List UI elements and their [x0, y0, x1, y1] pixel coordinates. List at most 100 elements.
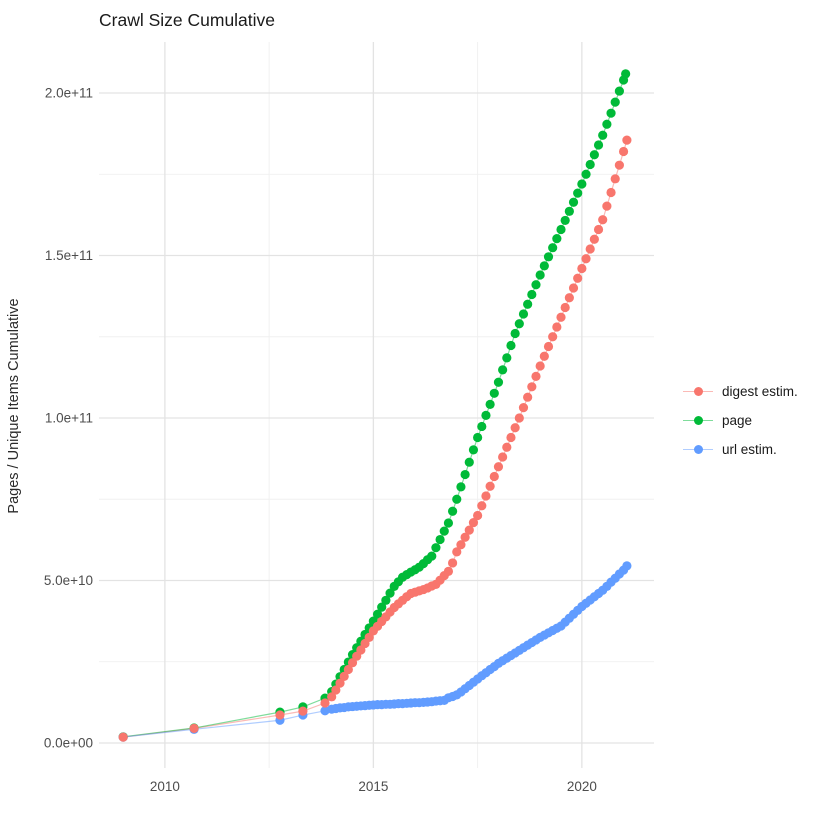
data-point [560, 302, 570, 313]
data-point [485, 399, 495, 409]
data-point [327, 692, 337, 702]
data-point [564, 293, 574, 303]
data-point [481, 491, 491, 501]
data-point [464, 457, 474, 467]
data-point [372, 609, 383, 619]
data-point [531, 280, 541, 290]
series-points-digest-estim [118, 135, 632, 742]
legend-label: page [722, 413, 753, 428]
data-point [331, 685, 341, 695]
data-point [518, 309, 529, 319]
data-point [460, 532, 470, 542]
data-point [502, 353, 512, 363]
data-point [473, 510, 483, 521]
data-point [527, 289, 537, 300]
data-point [510, 423, 520, 433]
data-point [439, 526, 449, 536]
data-point [543, 341, 554, 352]
series-points [118, 69, 632, 742]
data-point [602, 119, 612, 129]
data-point [585, 159, 595, 170]
data-point [552, 322, 562, 332]
y-axis-title: Pages / Unique Items Cumulative [6, 298, 22, 513]
y-tick-label: 1.5e+11 [45, 248, 93, 263]
axis-tick-labels: 2010 2015 2020 0.0e+00 5.0e+10 1.0e+11 1.5e+11… [44, 86, 597, 794]
data-point [339, 671, 349, 681]
legend-point-icon [693, 416, 703, 425]
data-point [614, 160, 624, 170]
data-point [598, 130, 608, 140]
y-tick-label: 2.0e+11 [45, 86, 93, 101]
data-point [548, 243, 558, 253]
data-point [598, 215, 608, 225]
data-point [443, 566, 454, 576]
data-point [556, 224, 566, 235]
data-point [543, 252, 554, 262]
data-point [118, 732, 128, 742]
gridlines-minor [99, 42, 654, 768]
data-point [560, 215, 570, 226]
data-point [593, 140, 604, 150]
data-point [498, 365, 508, 375]
series-points-url-estim [118, 561, 632, 742]
series-line-page [123, 73, 627, 738]
data-point [335, 678, 345, 688]
legend-item-url-estim: url estim. [683, 435, 798, 464]
data-point [320, 698, 330, 708]
data-point [447, 506, 458, 516]
data-point [606, 108, 616, 118]
data-point [456, 482, 466, 492]
data-point [489, 471, 499, 482]
data-point [552, 234, 562, 244]
data-point [468, 445, 479, 455]
data-point [506, 340, 516, 351]
data-point [622, 561, 632, 571]
legend-key-page [683, 415, 713, 427]
legend-item-digest-estim: digest estim. [683, 377, 798, 406]
data-point [435, 534, 445, 545]
y-tick-label: 0.0e+00 [44, 735, 93, 750]
data-point [381, 595, 391, 605]
data-point [510, 328, 520, 339]
legend-point-icon [693, 387, 703, 396]
x-tick-label: 2020 [567, 779, 597, 794]
data-point [531, 371, 541, 382]
data-point [460, 469, 470, 480]
data-point [585, 244, 595, 254]
data-point [452, 547, 462, 557]
data-point [568, 283, 579, 293]
data-point [610, 97, 620, 107]
legend-key-url-estim [683, 444, 713, 456]
data-point [564, 206, 574, 216]
data-point [443, 518, 454, 528]
series-points-page [118, 69, 631, 742]
legend-label: digest estim. [722, 384, 798, 399]
data-point [568, 197, 579, 207]
data-point [535, 361, 545, 371]
data-point [189, 723, 199, 733]
x-tick-label: 2015 [358, 779, 388, 794]
x-tick-label: 2010 [150, 779, 180, 794]
data-point [275, 710, 285, 720]
data-point [606, 187, 616, 198]
data-point [427, 551, 437, 561]
data-point [602, 201, 612, 211]
data-point [377, 602, 387, 612]
legend: digest estim. page url estim. [683, 377, 798, 464]
data-point [493, 377, 504, 387]
data-point [610, 174, 620, 184]
data-point [343, 664, 353, 675]
legend-label: url estim. [722, 442, 777, 457]
data-point [573, 273, 583, 283]
data-point [573, 188, 583, 198]
data-point [577, 263, 587, 274]
legend-key-digest-estim [683, 386, 713, 398]
data-point [514, 319, 524, 329]
data-point [477, 501, 487, 511]
data-point [481, 410, 491, 420]
series-line-digest-estim [123, 139, 628, 738]
data-point [506, 432, 516, 443]
data-point [498, 452, 508, 462]
data-point [621, 69, 631, 79]
data-point [447, 558, 458, 568]
